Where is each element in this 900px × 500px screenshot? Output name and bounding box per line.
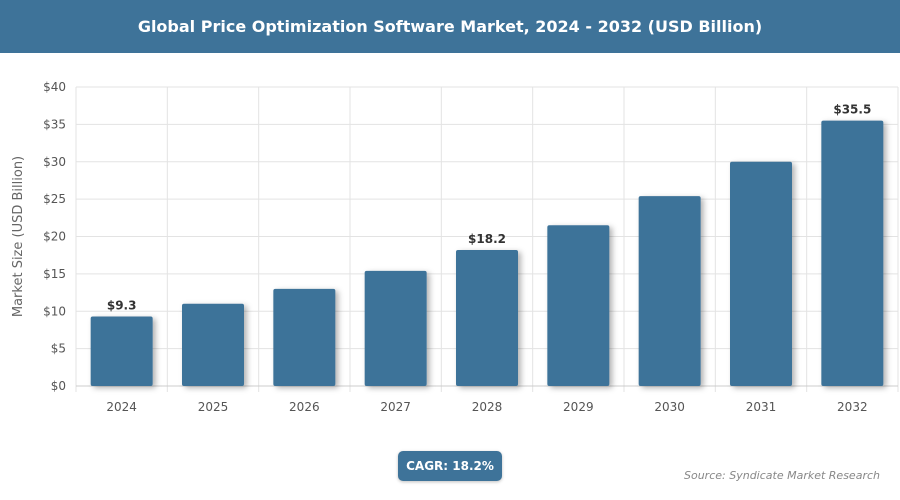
x-tick-label: 2027 xyxy=(380,400,411,414)
x-tick-label: 2026 xyxy=(289,400,320,414)
y-tick-label: $30 xyxy=(43,155,66,169)
x-tick-label: 2028 xyxy=(472,400,503,414)
y-tick-label: $20 xyxy=(43,230,66,244)
y-tick-label: $5 xyxy=(51,342,66,356)
bar-2032 xyxy=(821,120,884,386)
y-tick-label: $25 xyxy=(43,192,66,206)
bar-2030 xyxy=(638,196,701,386)
x-tick-label: 2025 xyxy=(198,400,229,414)
bar-2024 xyxy=(90,316,153,386)
y-tick-label: $0 xyxy=(51,379,66,393)
data-label: $18.2 xyxy=(468,232,506,246)
bar-2027 xyxy=(364,270,427,386)
bar-2029 xyxy=(547,225,610,386)
y-tick-label: $10 xyxy=(43,304,66,318)
y-axis-title: Market Size (USD Billion) xyxy=(11,156,26,317)
source-note: Source: Syndicate Market Research xyxy=(684,469,880,482)
x-tick-label: 2031 xyxy=(746,400,777,414)
x-tick-label: 2029 xyxy=(563,400,594,414)
x-tick-label: 2030 xyxy=(654,400,685,414)
x-tick-label: 2032 xyxy=(837,400,868,414)
bar-2025 xyxy=(182,303,244,386)
bar-2028 xyxy=(456,249,518,386)
data-label: $9.3 xyxy=(107,298,137,312)
x-tick-label: 2024 xyxy=(106,400,137,414)
chart-title: Global Price Optimization Software Marke… xyxy=(0,0,900,53)
y-tick-label: $35 xyxy=(43,117,66,131)
bar-2026 xyxy=(273,288,336,386)
y-tick-label: $15 xyxy=(43,267,66,281)
cagr-badge: CAGR: 18.2% xyxy=(398,451,502,481)
y-tick-label: $40 xyxy=(43,80,66,94)
data-label: $35.5 xyxy=(833,103,871,117)
bar-2031 xyxy=(730,161,792,386)
